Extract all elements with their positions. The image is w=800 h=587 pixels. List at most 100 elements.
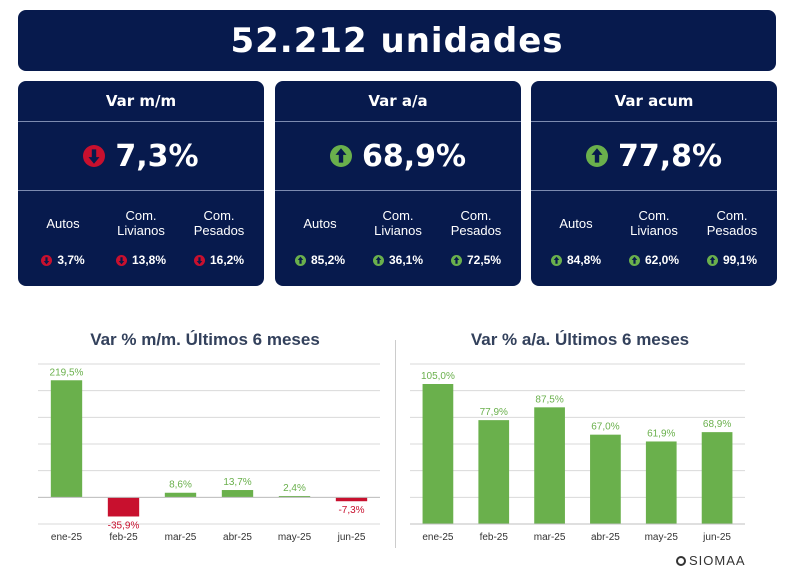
x-tick-label: ene-25 (422, 532, 454, 543)
breakdown-value-row: 16,2% (180, 253, 257, 267)
breakdown-item: Com. Livianos 62,0% (615, 191, 692, 267)
data-label: 2,4% (283, 483, 306, 494)
breakdown-label: Com. Livianos (630, 208, 678, 238)
arrow-up-icon (550, 254, 562, 266)
arrow-down-icon (41, 254, 53, 266)
x-tick-label: feb-25 (109, 532, 138, 543)
arrow-up-icon (294, 254, 306, 266)
data-label: 105,0% (421, 371, 455, 382)
card-title: Var a/a (275, 81, 521, 122)
breakdown-value: 62,0% (644, 253, 680, 267)
data-label: 87,5% (535, 394, 563, 405)
x-tick-label: mar-25 (534, 532, 566, 543)
bar (278, 496, 311, 498)
bar (478, 420, 510, 524)
breakdown-item: Com. Pesados 99,1% (693, 191, 770, 267)
siomaa-logo: SIOMAA (676, 553, 746, 568)
chart-mm-title: Var % m/m. Últimos 6 meses (90, 330, 320, 349)
breakdown-value: 99,1% (722, 253, 758, 267)
breakdown-item: Autos 85,2% (281, 191, 358, 267)
chart-divider (395, 340, 396, 548)
data-label: 61,9% (647, 428, 675, 439)
breakdown-label: Autos (46, 215, 80, 231)
card-breakdown: Autos 3,7% Com. Livianos 13,8% Com. Pesa… (18, 191, 264, 267)
card-value: 7,3% (115, 138, 199, 174)
breakdown-item: Autos 84,8% (537, 191, 614, 267)
x-tick-label: ene-25 (51, 532, 83, 543)
breakdown-value-row: 62,0% (615, 253, 692, 267)
bar (335, 497, 368, 502)
card-title: Var m/m (18, 81, 264, 122)
headline-units: 52.212 unidades (18, 10, 776, 71)
card-breakdown: Autos 85,2% Com. Livianos 36,1% Com. Pes… (275, 191, 521, 267)
card-breakdown: Autos 84,8% Com. Livianos 62,0% Com. Pes… (531, 191, 777, 267)
breakdown-value-row: 3,7% (24, 253, 101, 267)
breakdown-value: 72,5% (466, 253, 502, 267)
breakdown-label: Com. Pesados (193, 208, 245, 238)
breakdown-label: Com. Pesados (706, 208, 758, 238)
data-label: -7,3% (338, 505, 364, 516)
bar (50, 380, 83, 498)
arrow-up-icon (706, 254, 718, 266)
arrow-up-icon (329, 145, 352, 167)
card-value: 77,8% (617, 138, 723, 174)
bar (590, 434, 621, 524)
breakdown-label: Autos (559, 215, 593, 231)
breakdown-value-row: 84,8% (537, 253, 614, 267)
chart-aa-title: Var % a/a. Últimos 6 meses (470, 330, 690, 349)
breakdown-label: Com. Pesados (450, 208, 502, 238)
x-tick-label: mar-25 (165, 532, 197, 543)
breakdown-value-row: 99,1% (693, 253, 770, 267)
card-main: 7,3% (18, 122, 264, 191)
arrow-down-icon (115, 254, 127, 266)
arrow-down-icon (83, 145, 106, 167)
arrow-up-icon (628, 254, 640, 266)
data-label: 77,9% (480, 407, 508, 418)
x-tick-label: abr-25 (591, 532, 620, 543)
x-tick-label: jun-25 (337, 532, 366, 543)
card-var-mm: Var m/m 7,3% Autos 3,7% Com. Livianos 13… (18, 81, 264, 286)
x-tick-label: jun-25 (702, 532, 731, 543)
breakdown-label: Com. Livianos (374, 208, 422, 238)
x-tick-label: abr-25 (223, 532, 252, 543)
breakdown-value: 84,8% (566, 253, 602, 267)
data-label: 68,9% (703, 419, 731, 430)
breakdown-value: 16,2% (209, 253, 245, 267)
breakdown-value-row: 13,8% (102, 253, 179, 267)
breakdown-value: 3,7% (57, 253, 85, 267)
breakdown-value-row: 36,1% (359, 253, 436, 267)
bar (107, 497, 140, 517)
bar (701, 432, 733, 524)
data-label: -35,9% (108, 520, 140, 531)
bar (221, 490, 254, 498)
breakdown-label: Autos (303, 215, 337, 231)
arrow-down-icon (193, 254, 205, 266)
breakdown-value: 85,2% (310, 253, 346, 267)
data-label: 67,0% (591, 422, 619, 433)
breakdown-item: Com. Livianos 36,1% (359, 191, 436, 267)
breakdown-item: Com. Pesados 72,5% (437, 191, 514, 267)
bar (534, 407, 565, 524)
logo-text: SIOMAA (689, 553, 746, 568)
data-label: 13,7% (223, 477, 251, 488)
arrow-up-icon (585, 145, 608, 167)
x-tick-label: may-25 (278, 532, 312, 543)
card-var-acum: Var acum 77,8% Autos 84,8% Com. Livianos… (531, 81, 777, 286)
breakdown-value: 13,8% (131, 253, 167, 267)
breakdown-item: Com. Pesados 16,2% (180, 191, 257, 267)
bar (164, 492, 197, 498)
breakdown-value-row: 72,5% (437, 253, 514, 267)
card-main: 77,8% (531, 122, 777, 191)
card-var-aa: Var a/a 68,9% Autos 85,2% Com. Livianos … (275, 81, 521, 286)
breakdown-value: 36,1% (388, 253, 424, 267)
card-title: Var acum (531, 81, 777, 122)
breakdown-label: Com. Livianos (117, 208, 165, 238)
x-tick-label: feb-25 (480, 532, 509, 543)
data-label: 8,6% (169, 480, 192, 491)
x-tick-label: may-25 (645, 532, 679, 543)
breakdown-item: Com. Livianos 13,8% (102, 191, 179, 267)
card-main: 68,9% (275, 122, 521, 191)
data-label: 219,5% (50, 367, 84, 378)
breakdown-item: Autos 3,7% (24, 191, 101, 267)
